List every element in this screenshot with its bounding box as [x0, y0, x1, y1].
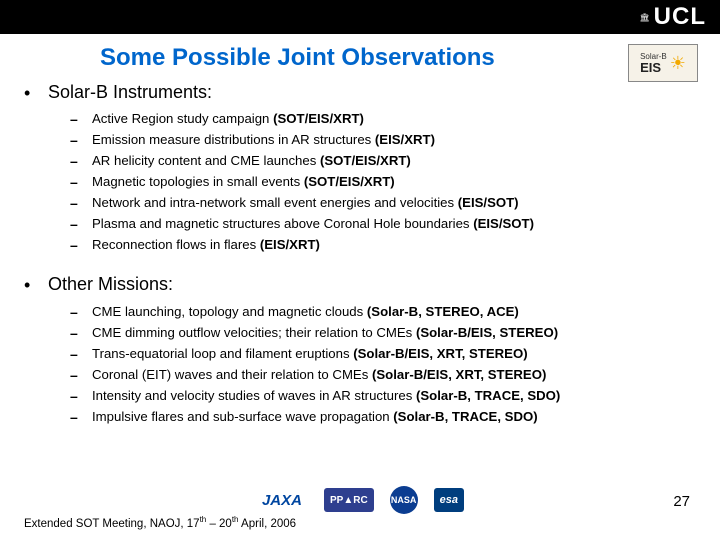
item-bold-text: (Solar-B/EIS, XRT, STEREO) — [372, 367, 546, 382]
item-plain-text: Plasma and magnetic structures above Cor… — [92, 216, 473, 231]
list-item: –Active Region study campaign (SOT/EIS/X… — [70, 109, 696, 130]
header-bar: 🏛 UCL — [0, 0, 720, 34]
ucl-logo: 🏛 UCL — [640, 3, 706, 31]
item-plain-text: Reconnection flows in flares — [92, 237, 260, 252]
item-plain-text: Active Region study campaign — [92, 111, 273, 126]
list-item: –Coronal (EIT) waves and their relation … — [70, 365, 696, 386]
item-bold-text: (Solar-B/EIS, XRT, STEREO) — [353, 346, 527, 361]
dash-icon: – — [70, 130, 92, 151]
item-bold-text: (Solar-B, TRACE, SDO) — [393, 409, 537, 424]
list-item: –Emission measure distributions in AR st… — [70, 130, 696, 151]
item-plain-text: Impulsive flares and sub-surface wave pr… — [92, 409, 393, 424]
dash-icon: – — [70, 407, 92, 428]
list-item-text: Magnetic topologies in small events (SOT… — [92, 172, 395, 192]
dash-icon: – — [70, 344, 92, 365]
dash-icon: – — [70, 193, 92, 214]
ucl-logo-text: UCL — [654, 3, 706, 31]
footer-logos: JAXA PP▲RC NASA esa — [0, 486, 720, 514]
footer-text: Extended SOT Meeting, NAOJ, 17th – 20th … — [24, 515, 296, 530]
list-item-text: Impulsive flares and sub-surface wave pr… — [92, 407, 538, 427]
item-bold-text: (EIS/XRT) — [375, 132, 435, 147]
section-header-row: •Other Missions: — [24, 274, 696, 297]
dash-icon: – — [70, 365, 92, 386]
dash-icon: – — [70, 172, 92, 193]
list-item: –Impulsive flares and sub-surface wave p… — [70, 407, 696, 428]
badge-main-label: EIS — [640, 61, 661, 74]
sublist: –CME launching, topology and magnetic cl… — [70, 302, 696, 428]
item-bold-text: (SOT/EIS/XRT) — [304, 174, 395, 189]
footer-prefix: Extended SOT Meeting, NAOJ, 17 — [24, 518, 200, 530]
dash-icon: – — [70, 323, 92, 344]
section-header-row: •Solar-B Instruments: — [24, 82, 696, 105]
list-item: –Magnetic topologies in small events (SO… — [70, 172, 696, 193]
slide-number: 27 — [673, 493, 690, 510]
item-plain-text: Coronal (EIT) waves and their relation t… — [92, 367, 372, 382]
list-item-text: Emission measure distributions in AR str… — [92, 130, 435, 150]
dash-icon: – — [70, 386, 92, 407]
sublist: –Active Region study campaign (SOT/EIS/X… — [70, 109, 696, 256]
list-item: –AR helicity content and CME launches (S… — [70, 151, 696, 172]
portico-icon: 🏛 — [640, 13, 650, 22]
item-bold-text: (SOT/EIS/XRT) — [320, 153, 411, 168]
list-item-text: Reconnection flows in flares (EIS/XRT) — [92, 235, 320, 255]
pparc-logo: PP▲RC — [324, 488, 374, 512]
item-bold-text: (SOT/EIS/XRT) — [273, 111, 364, 126]
item-plain-text: CME launching, topology and magnetic clo… — [92, 304, 367, 319]
section-heading: Solar-B Instruments: — [48, 82, 212, 103]
item-bold-text: (EIS/XRT) — [260, 237, 320, 252]
list-item: –Trans-equatorial loop and filament erup… — [70, 344, 696, 365]
item-bold-text: (EIS/SOT) — [473, 216, 534, 231]
dash-icon: – — [70, 109, 92, 130]
list-item-text: Active Region study campaign (SOT/EIS/XR… — [92, 109, 364, 129]
item-plain-text: Magnetic topologies in small events — [92, 174, 304, 189]
bullet-icon: • — [24, 274, 48, 297]
nasa-logo: NASA — [390, 486, 418, 514]
item-plain-text: AR helicity content and CME launches — [92, 153, 320, 168]
item-bold-text: (Solar-B/EIS, STEREO) — [416, 325, 558, 340]
footer-mid: – 20 — [206, 518, 232, 530]
dash-icon: – — [70, 151, 92, 172]
dash-icon: – — [70, 214, 92, 235]
list-item-text: Plasma and magnetic structures above Cor… — [92, 214, 534, 234]
jaxa-logo: JAXA — [256, 488, 308, 512]
sun-icon: ☀ — [670, 53, 686, 74]
slide-title: Some Possible Joint Observations — [100, 44, 720, 72]
list-item-text: Network and intra-network small event en… — [92, 193, 519, 213]
list-item: –Plasma and magnetic structures above Co… — [70, 214, 696, 235]
list-item-text: Intensity and velocity studies of waves … — [92, 386, 560, 406]
dash-icon: – — [70, 235, 92, 256]
item-plain-text: Intensity and velocity studies of waves … — [92, 388, 416, 403]
list-item: –Network and intra-network small event e… — [70, 193, 696, 214]
item-plain-text: Emission measure distributions in AR str… — [92, 132, 375, 147]
item-bold-text: (EIS/SOT) — [458, 195, 519, 210]
footer-sup2: th — [232, 515, 239, 524]
bullet-icon: • — [24, 82, 48, 105]
dash-icon: – — [70, 302, 92, 323]
list-item-text: Coronal (EIT) waves and their relation t… — [92, 365, 546, 385]
item-plain-text: CME dimming outflow velocities; their re… — [92, 325, 416, 340]
list-item: –Intensity and velocity studies of waves… — [70, 386, 696, 407]
list-item-text: Trans-equatorial loop and filament erupt… — [92, 344, 528, 364]
list-item: –Reconnection flows in flares (EIS/XRT) — [70, 235, 696, 256]
item-plain-text: Network and intra-network small event en… — [92, 195, 458, 210]
item-bold-text: (Solar-B, STEREO, ACE) — [367, 304, 519, 319]
esa-logo: esa — [434, 488, 464, 512]
section-heading: Other Missions: — [48, 274, 173, 295]
footer-suffix: April, 2006 — [239, 518, 297, 530]
content-area: •Solar-B Instruments:–Active Region stud… — [0, 82, 720, 428]
list-item-text: CME launching, topology and magnetic clo… — [92, 302, 519, 322]
list-item-text: CME dimming outflow velocities; their re… — [92, 323, 558, 343]
list-item: –CME launching, topology and magnetic cl… — [70, 302, 696, 323]
list-item: –CME dimming outflow velocities; their r… — [70, 323, 696, 344]
item-plain-text: Trans-equatorial loop and filament erupt… — [92, 346, 353, 361]
list-item-text: AR helicity content and CME launches (SO… — [92, 151, 411, 171]
eis-badge: Solar-B EIS ☀ — [628, 44, 698, 82]
item-bold-text: (Solar-B, TRACE, SDO) — [416, 388, 560, 403]
